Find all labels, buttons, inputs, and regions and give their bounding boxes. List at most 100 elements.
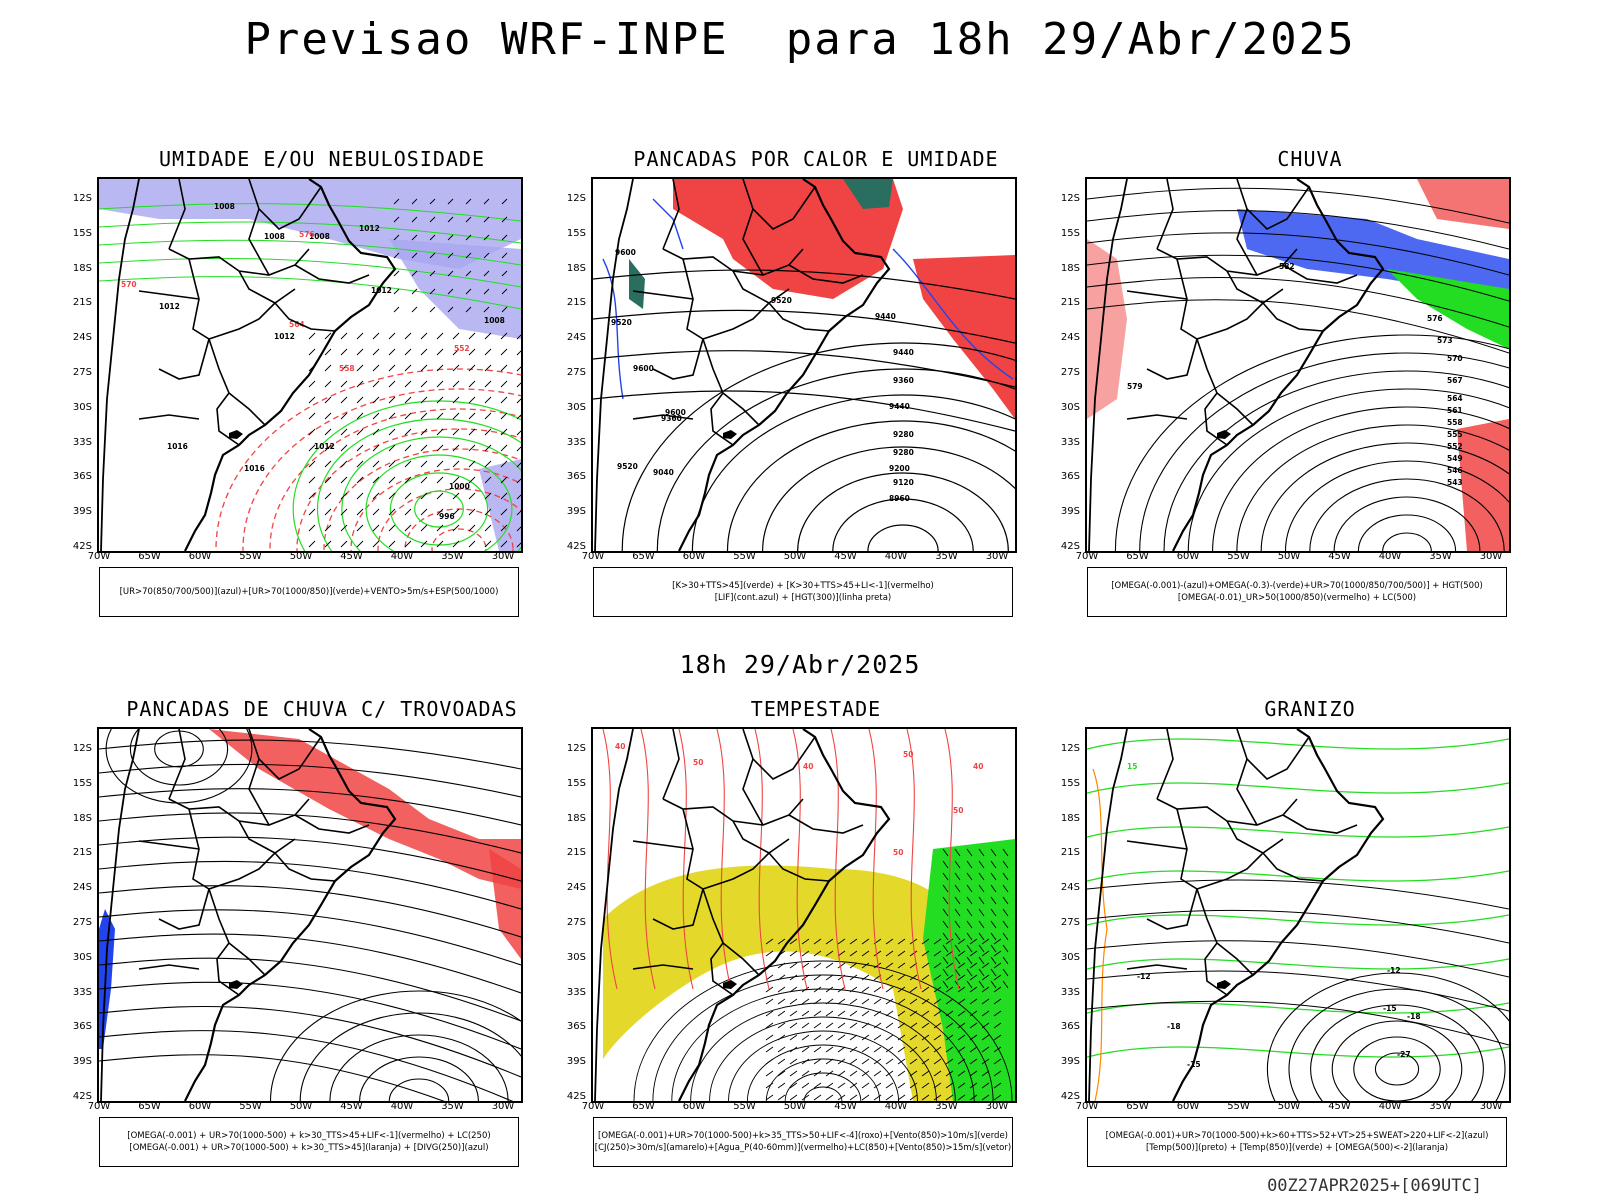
wind-vector bbox=[942, 848, 949, 857]
wind-vector bbox=[969, 1070, 978, 1077]
wind-vector bbox=[516, 446, 521, 452]
contour-label: 996 bbox=[439, 512, 455, 521]
wind-vector bbox=[945, 1046, 954, 1053]
streamline bbox=[1087, 276, 1509, 328]
wind-vector bbox=[897, 974, 906, 981]
wind-vector bbox=[885, 1058, 894, 1065]
wind-vector bbox=[954, 920, 961, 929]
wind-vector bbox=[813, 986, 822, 993]
country-border bbox=[788, 264, 864, 284]
country-border bbox=[1262, 852, 1324, 882]
wind-vector bbox=[942, 980, 949, 989]
wind-vector bbox=[801, 938, 810, 945]
wind-vector bbox=[873, 950, 882, 957]
country-border bbox=[248, 179, 322, 230]
streamline bbox=[99, 239, 521, 266]
wind-vector bbox=[372, 524, 380, 532]
country-border bbox=[188, 808, 276, 890]
wind-vector bbox=[966, 932, 973, 941]
wind-vector bbox=[825, 1034, 834, 1041]
wind-vector bbox=[308, 332, 316, 340]
weather-map: 15-12-12-15-15-18-18-27 bbox=[1087, 729, 1509, 1101]
wind-vector bbox=[404, 428, 412, 436]
contour-label: 579 bbox=[1127, 382, 1143, 391]
wind-vector bbox=[429, 306, 436, 313]
contour-line bbox=[726, 420, 1015, 551]
lon-tick-label: 50W bbox=[783, 1101, 807, 1112]
wind-vector bbox=[885, 938, 894, 945]
wind-vector bbox=[777, 986, 786, 993]
lon-tick-label: 50W bbox=[289, 551, 313, 562]
contour-label: 9120 bbox=[893, 478, 914, 487]
contour-label: 1012 bbox=[371, 286, 392, 295]
wind-vector bbox=[909, 1070, 918, 1077]
wind-vector bbox=[873, 962, 882, 969]
wind-vector bbox=[993, 1022, 1002, 1029]
lat-tick-label: 21S bbox=[1060, 297, 1080, 309]
wind-vector bbox=[324, 444, 332, 452]
wind-vector bbox=[393, 252, 400, 259]
lon-tick-label: 65W bbox=[138, 551, 161, 562]
wind-vector bbox=[933, 1058, 942, 1065]
wind-vector bbox=[420, 396, 428, 404]
country-border bbox=[274, 852, 336, 882]
contour-label: 546 bbox=[1447, 466, 1463, 475]
wind-vector bbox=[849, 1010, 858, 1017]
wind-vector bbox=[861, 1094, 870, 1101]
wind-vector bbox=[945, 1058, 954, 1065]
andes-coast bbox=[594, 729, 634, 1101]
wind-vector bbox=[429, 252, 436, 259]
panel-title: TEMPESTADE bbox=[750, 697, 882, 721]
wind-vector bbox=[388, 444, 396, 452]
wind-vector bbox=[436, 364, 444, 372]
panel-title: GRANIZO bbox=[1264, 697, 1356, 721]
wind-vector bbox=[849, 1022, 858, 1029]
wind-vector bbox=[969, 962, 978, 969]
wind-vector bbox=[942, 920, 949, 929]
lon-tick-label: 35W bbox=[935, 1101, 958, 1112]
wind-vector bbox=[500, 492, 508, 500]
lat-tick-label: 27S bbox=[1060, 917, 1080, 928]
contour-line bbox=[1331, 1020, 1463, 1101]
country-border bbox=[1236, 208, 1258, 276]
wind-vector bbox=[837, 1034, 846, 1041]
wind-vector bbox=[921, 1046, 930, 1053]
wind-vector bbox=[484, 540, 492, 548]
lon-tick-label: 60W bbox=[1176, 551, 1200, 562]
wind-vector bbox=[954, 860, 961, 869]
panel-granizo: GRANIZO 15 -12 -12 -15 -15 -18 -18 -27 [OMEGA(-… bbox=[1050, 697, 1570, 1197]
country-border bbox=[138, 290, 200, 300]
contour-line bbox=[1284, 460, 1509, 551]
contour-label: 9280 bbox=[893, 430, 914, 439]
isoline bbox=[906, 729, 922, 990]
wind-vector bbox=[978, 908, 985, 917]
lon-tick-label: 55W bbox=[733, 1101, 756, 1112]
wind-vector bbox=[484, 364, 492, 372]
lon-tick-label: 60W bbox=[1176, 1101, 1200, 1112]
wind-vector bbox=[990, 956, 997, 965]
wind-vector bbox=[789, 1022, 798, 1029]
wind-vector bbox=[404, 524, 412, 532]
wind-vector bbox=[957, 1010, 966, 1017]
wind-vector bbox=[837, 1082, 846, 1089]
lat-tick-label: 33S bbox=[566, 986, 586, 998]
wind-vector bbox=[483, 198, 490, 205]
lat-tick-label: 24S bbox=[72, 882, 92, 894]
contour-line bbox=[365, 454, 513, 551]
lat-tick-label: 36S bbox=[566, 471, 586, 483]
wind-vector bbox=[933, 938, 942, 945]
wind-vector bbox=[933, 1034, 942, 1041]
wind-vector bbox=[501, 252, 508, 259]
wind-vector bbox=[452, 508, 460, 516]
wind-vector bbox=[954, 932, 961, 941]
contour-label: 9440 bbox=[875, 312, 896, 321]
country-border bbox=[662, 729, 680, 800]
streamline bbox=[99, 933, 521, 994]
wind-vector bbox=[404, 540, 412, 548]
wind-vector bbox=[388, 412, 396, 420]
lat-tick-label: 24S bbox=[566, 332, 586, 344]
wind-vector bbox=[777, 1070, 786, 1077]
lat-tick-label: 27S bbox=[72, 367, 92, 378]
streamline bbox=[99, 1054, 445, 1101]
lon-tick-label: 45W bbox=[340, 551, 363, 562]
